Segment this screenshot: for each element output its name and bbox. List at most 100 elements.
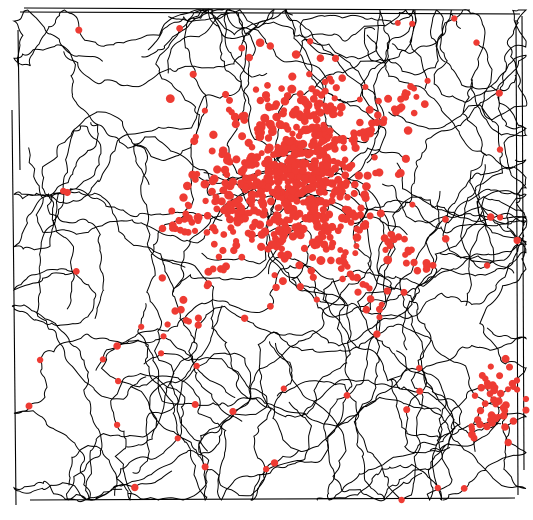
spike-marker-367 [375,97,382,105]
spike-marker-818 [441,235,450,243]
spike-marker-611 [265,177,273,186]
spike-marker-483 [310,241,319,250]
spike-marker-22 [353,243,360,249]
spike-marker-502 [183,181,192,191]
spike-marker-689 [280,173,288,181]
spike-marker-487 [308,175,317,184]
spike-marker-539 [319,170,326,178]
spike-marker-639 [251,218,259,227]
spike-marker-471 [200,179,210,189]
spike-marker-308 [291,50,301,59]
spike-marker-844 [72,268,80,275]
spike-marker-437 [223,152,232,161]
spike-marker-553 [319,184,326,192]
spike-marker-664 [350,139,358,147]
trajectory-path-14 [269,209,456,501]
spike-marker-746 [331,95,338,102]
spike-marker-802 [476,406,485,415]
spike-marker-871 [194,321,202,329]
spike-marker-247 [309,273,317,281]
spike-marker-252 [316,256,326,265]
spike-marker-301 [208,187,216,196]
spike-marker-855 [495,89,503,97]
spike-marker-824 [313,296,320,303]
spike-marker-770 [506,363,513,371]
spike-marker-587 [352,250,359,257]
trajectory-path-16 [63,9,276,161]
spike-marker-59 [245,53,253,62]
spike-marker-516 [260,113,270,123]
enclosure-walls [11,7,525,506]
spike-marker-730 [323,162,332,170]
spike-marker-166 [258,150,265,157]
spike-marker-856 [383,287,392,295]
spike-marker-251 [289,130,296,137]
trajectory-path-8 [13,352,268,503]
spike-marker-848 [254,208,262,216]
enclosure-wall-6 [11,109,15,301]
spike-marker-451 [360,190,369,200]
spike-marker-552 [366,212,374,220]
spike-marker-735 [306,148,315,157]
spike-marker-482 [271,102,279,111]
spike-marker-576 [278,195,285,202]
trajectory-path-33 [426,385,502,502]
spike-marker-874 [306,38,314,45]
spike-marker-88 [254,169,262,176]
spike-marker-732 [320,121,327,128]
spike-marker-767 [468,423,475,430]
spike-marker-851 [343,214,351,222]
spike-marker-567 [337,265,345,272]
spike-marker-509 [274,204,282,212]
spike-marker-577 [288,186,297,195]
trajectory-path-17 [95,305,223,502]
spike-marker-524 [341,205,350,213]
spike-marker-646 [331,145,339,153]
spike-marker-559 [402,259,410,267]
spike-marker-532 [313,181,320,188]
spike-marker-395 [296,283,304,291]
spike-marker-861 [229,407,237,416]
spike-marker-738 [332,84,340,92]
spike-marker-573 [321,221,329,229]
spike-marker-839 [191,401,199,408]
spike-marker-235 [356,118,364,127]
enclosure-wall-4 [29,497,516,501]
spike-marker-585 [324,227,332,236]
spike-marker-801 [468,430,476,439]
spike-marker-386 [267,123,274,130]
spike-marker-352 [375,168,384,177]
spike-marker-657 [364,127,372,135]
spike-marker-840 [36,356,44,364]
spike-marker-575 [373,330,381,338]
spike-marker-268 [261,159,269,168]
spike-marker-572 [339,275,346,283]
spike-marker-213 [365,105,374,114]
spike-marker-282 [252,86,260,93]
spike-marker-864 [174,435,181,442]
spike-marker-858 [25,402,33,410]
spike-marker-850 [356,96,363,103]
spike-marker-393 [226,96,233,104]
spike-marker-389 [276,229,283,236]
spike-marker-272 [261,207,268,214]
spike-marker-866 [505,386,511,393]
spike-marker-390 [272,235,279,243]
spike-marker-661 [359,128,367,135]
spike-marker-690 [264,168,272,176]
spike-marker-588 [305,196,313,203]
spike-marker-694 [249,192,257,199]
spike-marker-704 [185,202,193,210]
spike-marker-863 [115,377,122,385]
spike-marker-583 [329,239,337,247]
trajectory-path-31 [388,104,504,270]
spike-marker-438 [303,100,313,110]
spike-marker-820 [113,342,121,350]
spike-marker-623 [219,246,227,255]
spike-marker-814 [271,161,278,169]
spike-marker-604 [274,185,282,193]
spike-marker-348 [278,277,287,286]
spike-marker-418 [278,245,285,252]
spike-marker-731 [300,95,308,103]
